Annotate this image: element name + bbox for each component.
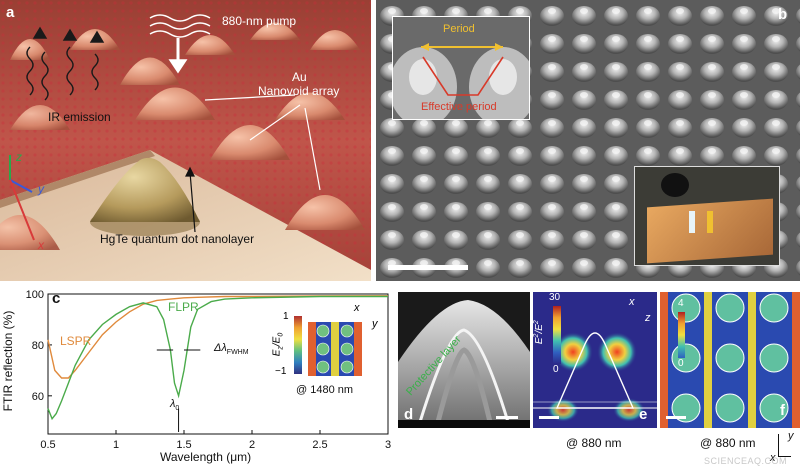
e-axis-x: x <box>629 296 635 308</box>
ir-emission-waves <box>26 26 105 101</box>
period-label: Period <box>443 23 475 35</box>
x-axis-title: Wavelength (μm) <box>160 450 252 464</box>
ir-emission-label: IR emission <box>48 110 111 124</box>
inset-cb-min: −1 <box>275 366 287 377</box>
panel-b-label: b <box>778 6 788 23</box>
scale-bar-f <box>666 416 686 419</box>
plot-frame <box>47 293 389 435</box>
y-tick-label: 60 <box>32 391 44 403</box>
inset-cb-e: E <box>271 349 283 357</box>
axis-z-label: z <box>16 150 22 164</box>
axes-triad <box>9 155 35 241</box>
fwhm-label: ΔλFWHM <box>214 342 249 356</box>
inset-cb-max: 1 <box>283 311 289 322</box>
x-tick-label: 2 <box>249 439 255 451</box>
lambda0-subscript: 0 <box>175 405 180 413</box>
panel-e-field-xz: 30 0 E2/E2 x z e <box>533 292 657 428</box>
panel-f-label: f <box>780 402 785 419</box>
effective-period-label: Effective period <box>421 101 497 113</box>
caption-e: @ 880 nm <box>566 436 622 450</box>
pump-label: 880-nm pump <box>222 14 297 28</box>
field-map-inset: 1 −1 Ez/E0 x y @ 1480 nm <box>271 302 380 402</box>
caption-f: @ 880 nm <box>700 436 756 450</box>
e-cb-den-sup: 2 <box>533 320 540 325</box>
nanovoid-illustration <box>0 0 371 281</box>
inset-colorbar <box>294 316 302 374</box>
f-cb-max: 4 <box>678 298 684 309</box>
x-tick-label: 0.5 <box>40 439 55 451</box>
y-tick-label: 100 <box>26 289 44 301</box>
e-cb-min: 0 <box>553 364 559 375</box>
axis-x-label: x <box>38 238 44 252</box>
x-tick-label: 1 <box>113 439 119 451</box>
inset-axis-x: x <box>354 302 360 314</box>
lambda0-label: λ0 <box>170 398 179 412</box>
e-cb-den: /E <box>534 324 546 334</box>
panel-c-label: c <box>52 290 61 307</box>
series-label-lspr: LSPR <box>60 334 92 348</box>
scale-bar-d <box>496 416 518 419</box>
f-axis-arrows <box>778 434 791 457</box>
y-tick-label: 80 <box>32 340 44 352</box>
e-axis-z: z <box>645 312 651 324</box>
f-axis-x: x <box>770 452 776 464</box>
watermark: SCIENCEAQ.COM <box>704 456 788 466</box>
nanovoid-domes <box>0 22 365 250</box>
xz-field-map <box>533 332 657 422</box>
inset-field-map <box>308 322 362 376</box>
e-cb-e: E <box>534 337 546 345</box>
hgte-label: HgTe quantum dot nanolayer <box>100 232 255 246</box>
au-arrows <box>204 94 321 191</box>
panel-b-sem-image: Period Effective period b <box>376 0 800 281</box>
e-colorbar <box>553 306 561 364</box>
panel-d-sem-crosssection: Protective layer d <box>398 292 530 428</box>
series-line-lspr <box>47 295 389 379</box>
nanovoid-array-label: Nanovoid array <box>258 84 340 98</box>
inset-cb-zero: 0 <box>277 332 285 337</box>
lambda0-symbol: λ <box>170 398 176 410</box>
au-label: Au <box>292 70 307 84</box>
e-cb-max: 30 <box>549 292 561 303</box>
xy-field-map <box>660 292 800 428</box>
period-inset: Period Effective period <box>392 16 530 120</box>
scale-bar-e <box>539 416 559 419</box>
x-tick-label: 1.5 <box>176 439 191 451</box>
e-cb-sup: 2 <box>533 333 540 338</box>
scale-bar <box>388 265 468 270</box>
series-line-flpr <box>47 295 388 421</box>
panel-f-field-xy: 4 0 f <box>660 292 800 428</box>
e-cb-label: E2/E2 <box>533 320 545 344</box>
f-cb-min: 0 <box>678 358 684 369</box>
device-photo-inset <box>634 166 780 266</box>
panel-a-label: a <box>6 4 15 21</box>
f-axis-y: y <box>788 430 794 442</box>
inset-cb-label: Ez/E0 <box>271 333 284 357</box>
pump-beam <box>149 14 211 74</box>
axis-y-label: y <box>38 182 44 196</box>
f-colorbar <box>678 312 685 358</box>
hgte-arrow <box>185 166 196 233</box>
y-axis-title: FTIR reflection (%) <box>1 310 15 412</box>
series-label-flpr: FLPR <box>168 300 199 314</box>
inset-cb-den: /E <box>271 336 283 347</box>
fwhm-symbol: Δλ <box>214 342 227 354</box>
inset-axis-y: y <box>372 318 378 330</box>
panel-d-label: d <box>404 406 414 423</box>
x-tick-label: 2.5 <box>312 439 327 451</box>
fwhm-subscript: FWHM <box>226 349 249 357</box>
x-tick-label: 3 <box>385 439 391 451</box>
inset-caption: @ 1480 nm <box>296 384 354 396</box>
panel-a-illustration: a 880-nm pump Au Nanovoid array IR emiss… <box>0 0 371 281</box>
panel-e-label: e <box>639 406 648 423</box>
inset-cb-z: z <box>277 346 285 350</box>
panel-c-chart: 0.5 1 1.5 2 2.5 3 100 80 60 c FTIR reflection (%… <box>0 286 392 470</box>
